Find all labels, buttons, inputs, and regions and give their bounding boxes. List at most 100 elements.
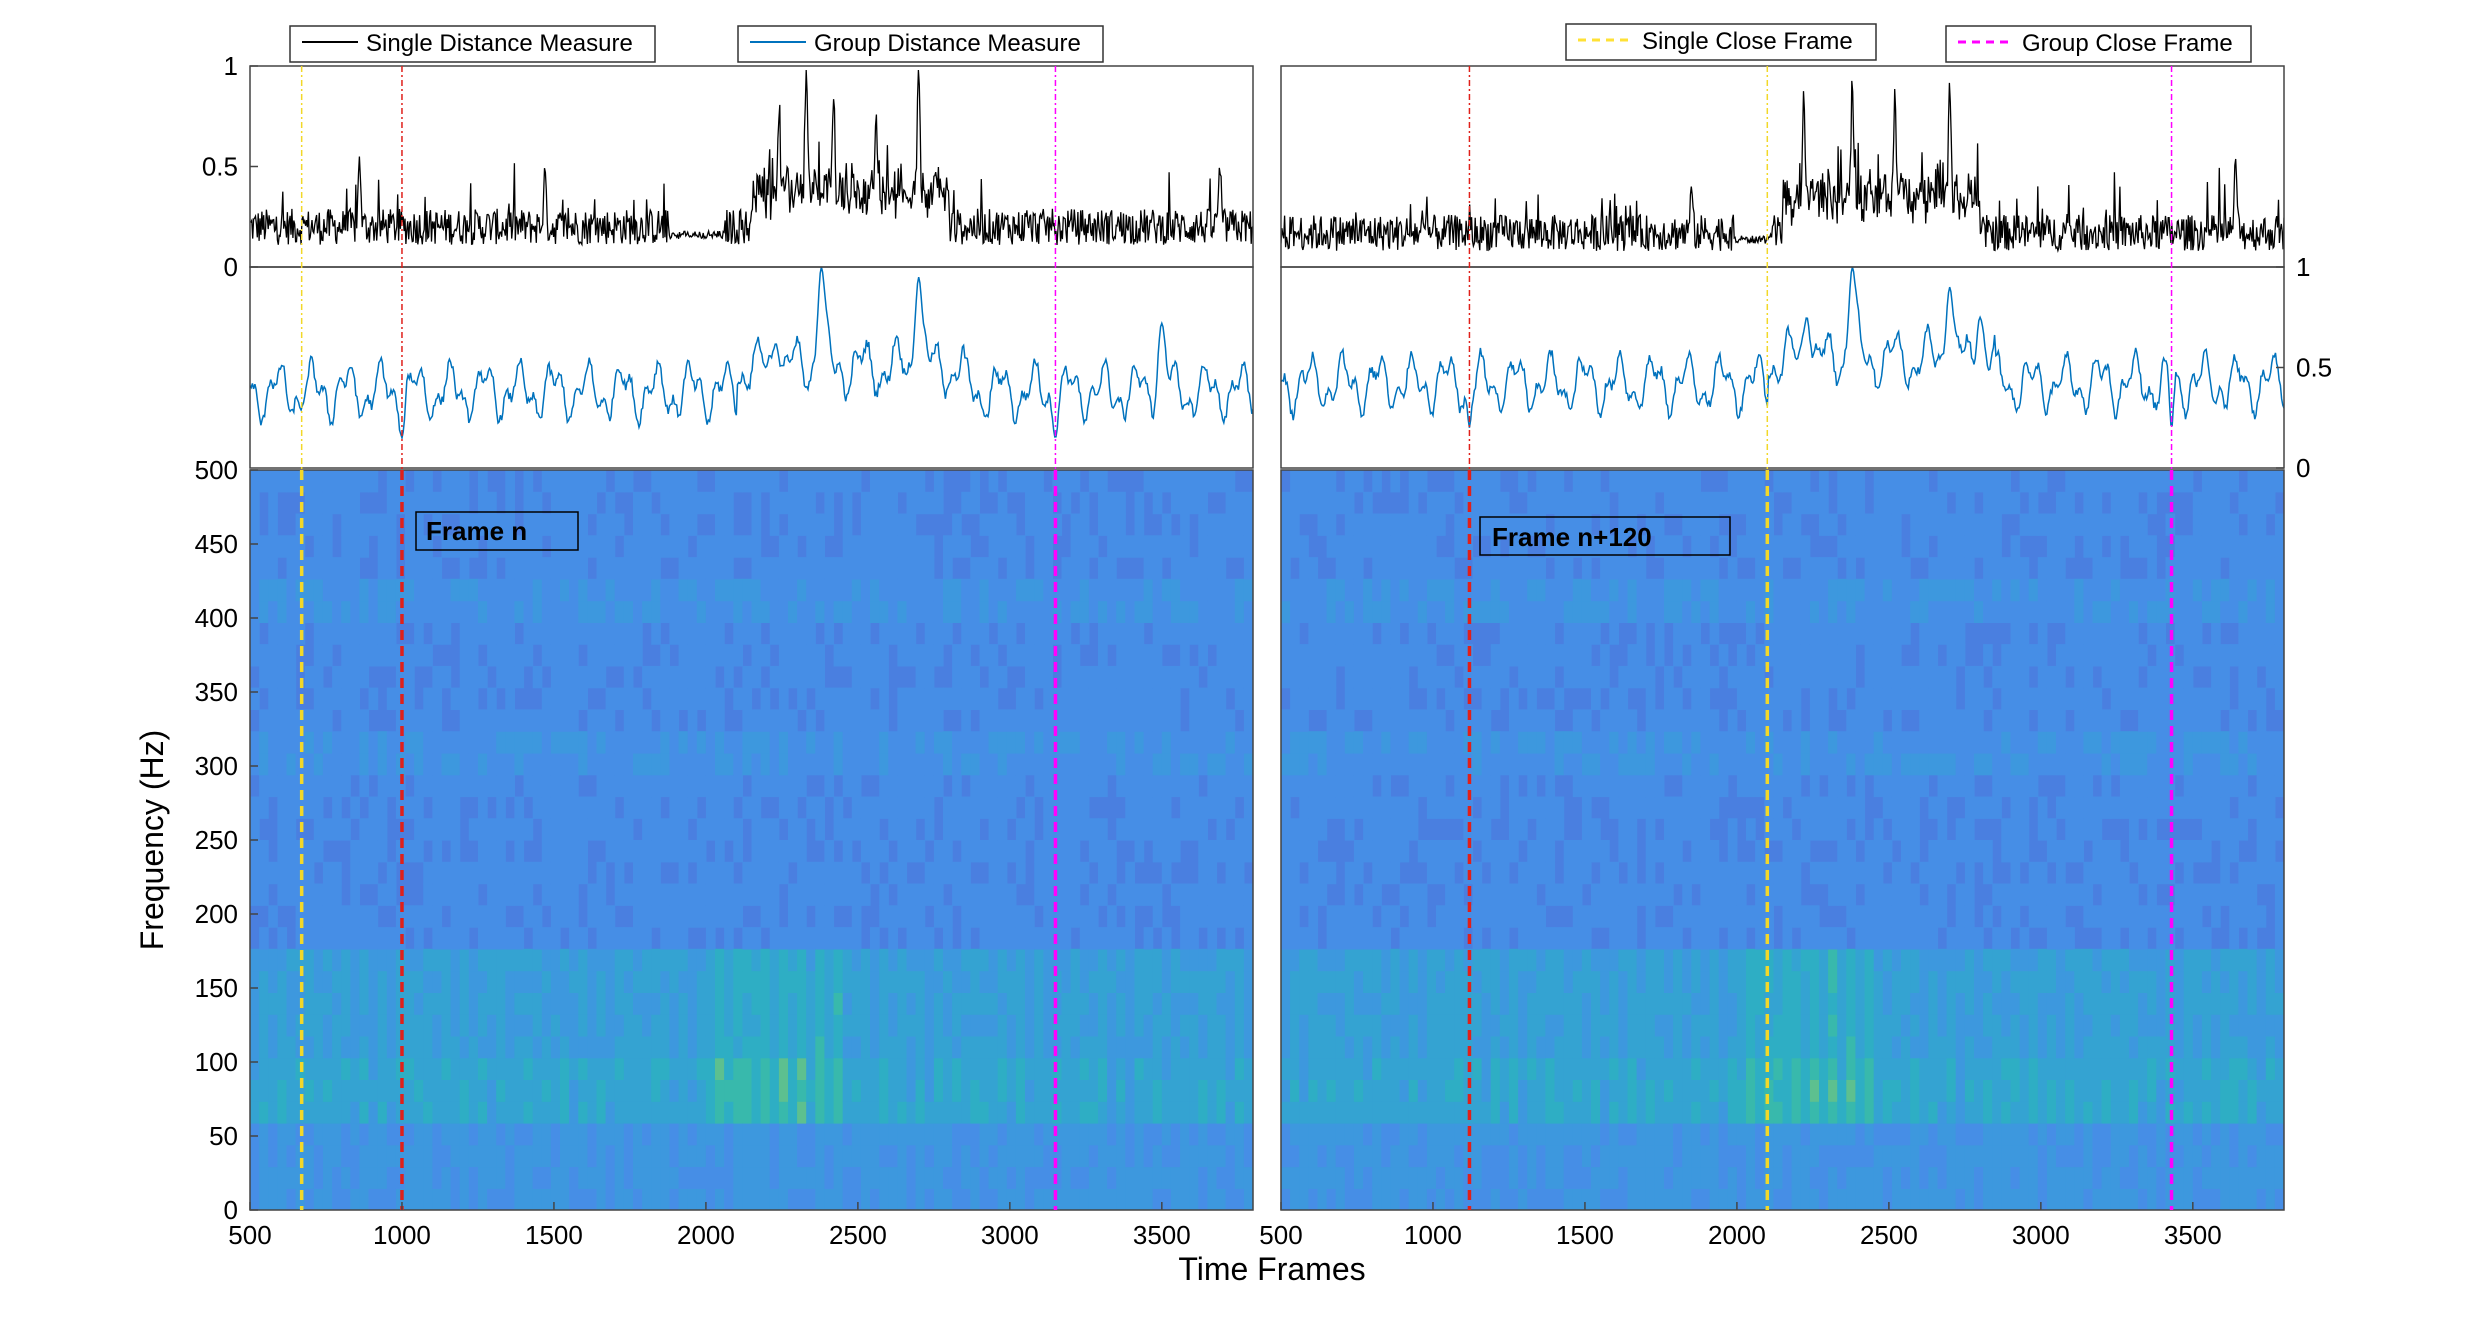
legend-label-group-distance: Group Distance Measure [814,30,1081,57]
left-spectrogram-cell [1243,927,1253,950]
left-spectrogram-cell [560,687,570,710]
left-spectrogram-cell [696,600,707,623]
left-spectrogram-cell [332,665,342,689]
right-spectrogram-cell [1335,948,1346,972]
left-spectrogram-cell [1070,1188,1081,1210]
left-spectrogram-cell [405,644,415,667]
left-spectrogram-cell [1052,1035,1063,1059]
right-spectrogram-cell [1299,1188,1309,1210]
left-spectrogram-cell [870,709,880,732]
left-spectrogram-cell [797,731,807,754]
left-spectrogram-cell [651,1014,661,1037]
left-spectrogram-cell [496,905,506,928]
left-spectrogram-cell [705,1166,716,1189]
left-spectrogram-cell [268,1144,278,1168]
right-spectrogram-cell [1509,1144,1519,1168]
left-spectrogram-cell [1143,557,1154,580]
left-spectrogram-cell [788,1035,798,1059]
left-spectrogram-cell [596,557,607,580]
left-spectrogram-cell [386,1144,397,1168]
left-spectrogram-cell [660,948,670,972]
left-spectrogram-cell [468,1079,479,1102]
left-spectrogram-cell [468,1144,479,1168]
left-spectrogram-cell [1088,1101,1099,1124]
right-spectrogram-cell [1682,1166,1692,1189]
left-spectrogram-cell [769,774,780,798]
left-spectrogram-cell [341,731,351,754]
left-spectrogram-cell [1116,731,1126,754]
right-spectrogram-cell [1581,927,1592,950]
left-spectrogram-cell [1079,1144,1090,1168]
left-spectrogram-cell [1161,992,1172,1015]
left-spectrogram-cell [915,1014,926,1037]
left-spectrogram-cell [879,1101,889,1124]
right-spectrogram-cell [1436,992,1446,1015]
left-spectrogram-cell [377,992,388,1015]
right-spectrogram-cell [1381,1122,1391,1146]
right-spectrogram-cell [1636,491,1647,515]
left-spectrogram-cell [1134,774,1145,798]
right-spectrogram-cell [1572,883,1583,906]
left-spectrogram-cell [259,927,269,950]
left-spectrogram-cell [633,1057,643,1080]
left-spectrogram-cell [459,644,470,667]
right-spectrogram-cell [1381,1101,1391,1124]
left-spectrogram-cell [860,1057,871,1080]
right-spectrogram-cell [1755,731,1765,754]
left-spectrogram-cell [788,665,798,689]
right-spectrogram-cell [1408,1035,1419,1059]
right-spectrogram-cell [1718,970,1729,993]
right-spectrogram-cell [1636,731,1647,754]
right-spectrogram-cell [1572,1122,1583,1146]
left-spectrogram-cell [578,861,588,885]
right-spectrogram-cell [1527,1122,1537,1146]
right-spectrogram-cell [1436,578,1446,602]
right-spectrogram-cell [1764,883,1774,906]
left-spectrogram-cell [432,557,443,580]
left-spectrogram-cell [1006,470,1017,493]
left-spectrogram-cell [1225,644,1236,667]
left-spectrogram-cell [851,1166,862,1189]
right-spectrogram-cell [1308,1079,1319,1102]
right-spectrogram-cell [1664,1014,1674,1037]
left-spectrogram-cell [1216,1079,1227,1102]
right-spectrogram-cell [1481,687,1492,710]
left-spectrogram-cell [988,1057,999,1080]
right-spectrogram-cell [1490,644,1501,667]
left-spectrogram-cell [705,752,716,776]
left-spectrogram-cell [505,752,515,776]
right-spectrogram-cell [1709,752,1720,776]
left-spectrogram-cell [459,557,470,580]
right-spectrogram-cell [1554,1144,1565,1168]
left-spectrogram-cell [332,796,342,819]
right-spectrogram-cell [1654,600,1665,623]
left-spectrogram-cell [1116,1166,1126,1189]
right-spectrogram-cell [1746,970,1756,993]
left-spectrogram-cell [1243,818,1253,841]
left-spectrogram-cell [952,1035,962,1059]
left-spectrogram-cell [733,840,743,863]
right-spectrogram-cell [1618,1166,1629,1189]
left-spectrogram-cell [842,687,853,710]
left-spectrogram-cell [1134,600,1145,623]
left-spectrogram-cell [1043,752,1053,776]
right-spectrogram-cell [1527,752,1537,776]
left-spectrogram-cell [906,752,917,776]
left-spectrogram-cell [1189,557,1199,580]
left-spectrogram-cell [924,578,935,602]
left-spectrogram-cell [1098,883,1108,906]
left-spectrogram-cell [322,535,333,558]
left-spectrogram-cell [897,709,908,732]
right-spectrogram-cell [1664,535,1674,558]
left-spectrogram-cell [505,644,515,667]
right-spectrogram-cell [1618,905,1629,928]
left-spectrogram-cell [1180,535,1190,558]
left-spectrogram-cell [605,557,616,580]
right-spectrogram-cell [1527,1079,1537,1102]
right-spectrogram-cell [1609,1166,1619,1189]
right-spectrogram-cell [1363,1188,1373,1210]
left-spectrogram-cell [888,948,898,972]
left-spectrogram-cell [906,927,917,950]
right-spectrogram-cell [1317,796,1328,819]
left-spectrogram-cell [578,1079,588,1102]
